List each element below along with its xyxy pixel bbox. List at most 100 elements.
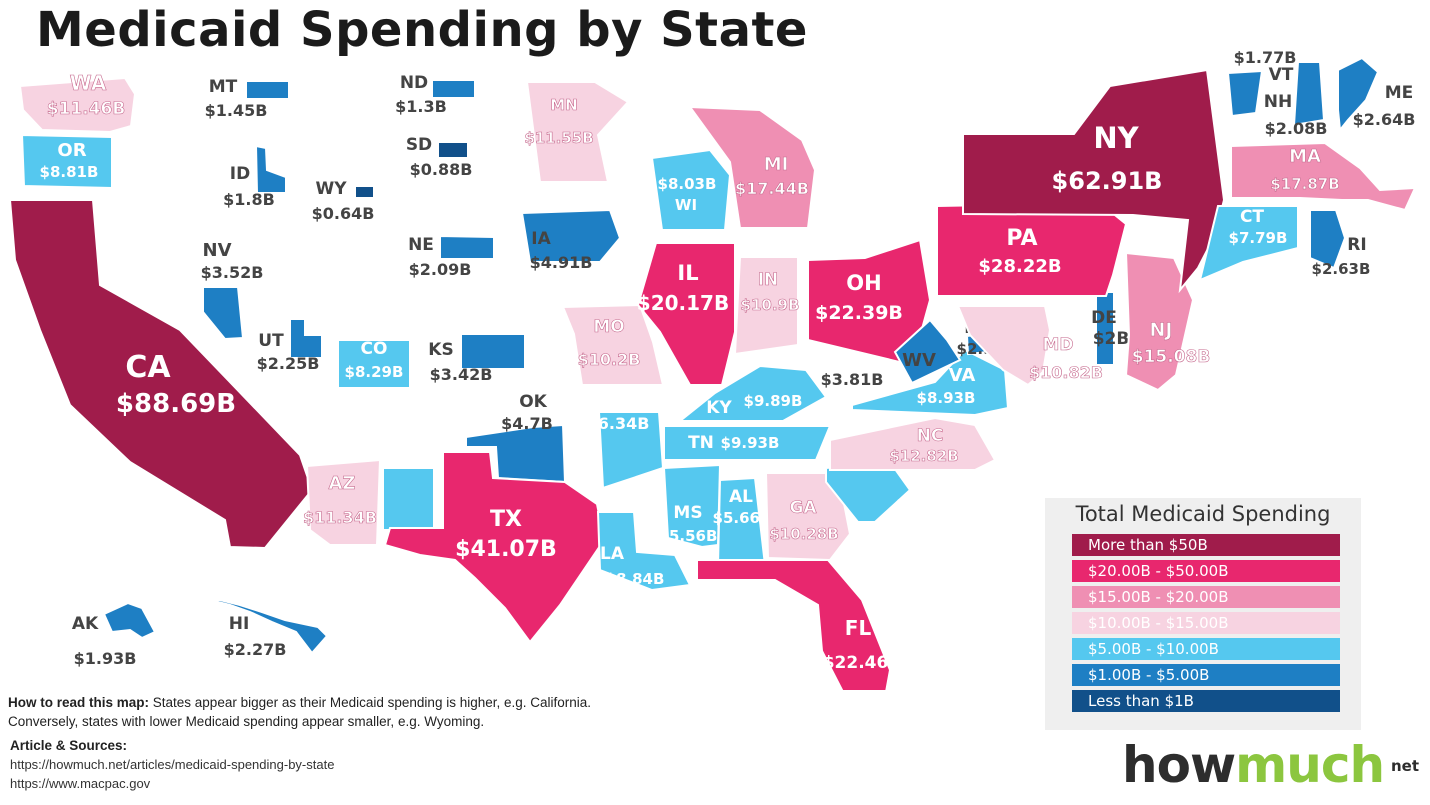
state-value-tx: $41.07B	[455, 537, 557, 562]
state-abbr-tn: TN	[688, 433, 714, 453]
state-value-de: $2B	[1093, 329, 1130, 349]
state-value-me: $2.64B	[1353, 110, 1416, 129]
state-value-mt: $1.45B	[205, 101, 268, 120]
state-shape-mn	[525, 81, 630, 183]
state-value-ne: $2.09B	[409, 260, 472, 279]
state-value-oh: $22.39B	[815, 302, 903, 324]
state-value-ar: $6.34B	[587, 414, 650, 433]
state-shape-ma	[1230, 141, 1417, 212]
state-abbr-ri: RI	[1347, 235, 1366, 255]
state-shape-ms	[662, 463, 722, 549]
state-abbr-nj: NJ	[1150, 319, 1173, 341]
state-abbr-wi: WI	[675, 196, 697, 214]
state-abbr-sd: SD	[406, 135, 432, 155]
state-value-ok: $4.7B	[501, 414, 553, 433]
state-shape-va	[851, 348, 1010, 417]
state-shape-md	[956, 305, 1052, 387]
logo-part-how: how	[1122, 736, 1236, 794]
state-abbr-ar: AR	[599, 390, 625, 410]
state-value-ny: $62.91B	[1052, 167, 1163, 195]
state-value-vt: $1.77B	[1234, 48, 1297, 67]
state-abbr-nv: NV	[203, 240, 232, 261]
state-value-nc: $12.82B	[889, 447, 958, 465]
state-abbr-ms: MS	[673, 503, 702, 523]
state-value-mn: $11.55B	[524, 129, 593, 147]
state-abbr-az: AZ	[329, 473, 356, 494]
legend: Total Medicaid Spending More than $50B $…	[1045, 498, 1361, 730]
state-shape-ia	[520, 208, 622, 263]
state-abbr-ct: CT	[1240, 207, 1264, 227]
state-abbr-hi: HI	[229, 614, 250, 634]
state-value-mi: $17.44B	[735, 179, 809, 198]
state-abbr-ut: UT	[258, 331, 284, 351]
state-value-ri: $2.63B	[1312, 260, 1371, 278]
state-value-wa: $11.46B	[47, 99, 126, 119]
state-abbr-in: IN	[758, 270, 779, 290]
state-abbr-oh: OH	[846, 271, 881, 295]
us-cartogram-map: WA $11.46B OR $8.81B CA $88.69B MT $1.45B ID $1.8…	[8, 48, 1417, 690]
source-link-article[interactable]: https://howmuch.net/articles/medicaid-sp…	[10, 757, 335, 772]
state-abbr-mo: MO	[593, 317, 624, 337]
state-value-wy: $0.64B	[312, 204, 375, 223]
state-shape-ky	[677, 364, 828, 422]
state-value-nv: $3.52B	[201, 263, 264, 282]
state-value-wi: $8.03B	[658, 175, 717, 193]
legend-item-5b-10b: $5.00B - $10.00B	[1072, 638, 1340, 660]
state-shape-nm	[382, 467, 435, 531]
state-shape-wi	[650, 148, 732, 231]
state-shape-ct	[1198, 205, 1299, 282]
state-shape-oh	[807, 238, 932, 367]
how-to-read-line1: States appear bigger as their Medicaid s…	[149, 695, 592, 710]
state-abbr-va: VA	[949, 365, 976, 386]
state-value-ky: $9.89B	[744, 392, 803, 410]
legend-item-more-than-50b: More than $50B	[1072, 534, 1340, 556]
state-shape-nh	[1292, 61, 1326, 127]
state-value-hi: $2.27B	[224, 640, 287, 659]
state-value-ks: $3.42B	[430, 365, 493, 384]
state-abbr-vt: VT	[1269, 65, 1294, 85]
state-shape-il	[636, 242, 736, 386]
legend-item-20b-50b: $20.00B - $50.00B	[1072, 560, 1340, 582]
state-abbr-tx: TX	[490, 507, 522, 532]
state-abbr-sc: SC	[896, 496, 921, 516]
state-value-wv: $3.81B	[821, 370, 884, 389]
state-shape-id	[254, 144, 287, 194]
state-abbr-de: DE	[1091, 308, 1117, 328]
state-shape-nj	[1124, 251, 1195, 392]
state-abbr-pa: PA	[1006, 226, 1037, 251]
state-value-in: $10.9B	[741, 296, 800, 314]
state-shape-tx	[383, 451, 606, 644]
state-abbr-wv: WV	[902, 350, 936, 371]
how-to-read-note: How to read this map: States appear bigg…	[8, 693, 728, 731]
legend-item-less-than-1b: Less than $1B	[1072, 690, 1340, 712]
state-abbr-ne: NE	[408, 235, 434, 255]
state-value-sc: $6.23B	[879, 517, 942, 536]
state-shape-la	[596, 511, 692, 592]
source-link-macpac[interactable]: https://www.macpac.gov	[10, 776, 151, 791]
state-value-il: $20.17B	[637, 291, 729, 315]
legend-item-1b-5b: $1.00B - $5.00B	[1072, 664, 1340, 686]
state-shape-ak	[102, 601, 157, 640]
state-value-ct: $7.79B	[1229, 229, 1288, 247]
state-shape-mt	[245, 80, 290, 100]
state-shape-fl	[696, 559, 892, 690]
state-shape-wy	[354, 185, 375, 199]
state-shape-in	[733, 256, 799, 356]
state-abbr-id: ID	[230, 164, 250, 184]
state-abbr-la: LA	[600, 544, 625, 564]
state-abbr-mn: MN	[550, 96, 577, 114]
state-value-ma: $17.87B	[1270, 175, 1339, 193]
state-abbr-nd: ND	[400, 73, 428, 93]
state-shape-nv	[202, 286, 245, 341]
state-value-id: $1.8B	[223, 190, 275, 209]
state-value-nj: $15.08B	[1132, 347, 1211, 367]
logo-part-much: much	[1235, 736, 1385, 794]
legend-item-15b-20b: $15.00B - $20.00B	[1072, 586, 1340, 608]
state-shape-ne	[439, 234, 495, 260]
how-to-read-label: How to read this map:	[8, 695, 150, 710]
howmuch-logo[interactable]: howmuch	[1122, 736, 1385, 794]
state-shape-wv	[893, 318, 962, 385]
state-value-tn: $9.93B	[721, 434, 780, 452]
state-abbr-mi: MI	[764, 154, 789, 175]
state-abbr-ky: KY	[706, 398, 732, 418]
